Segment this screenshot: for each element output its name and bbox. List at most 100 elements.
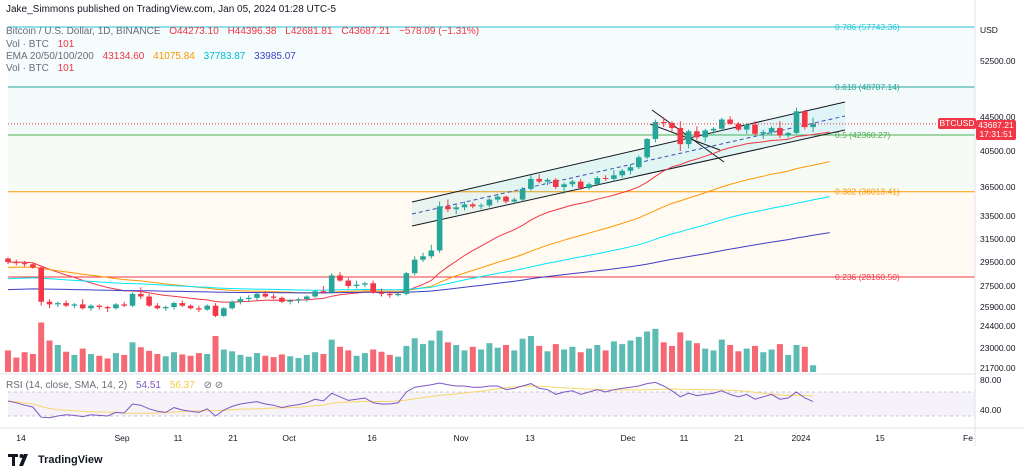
candle-body bbox=[694, 131, 700, 138]
volume-bar bbox=[752, 345, 758, 372]
price-axis-label: 33500.00 bbox=[980, 211, 1016, 221]
volume-bar bbox=[29, 354, 36, 372]
ema100-value: 37783.87 bbox=[203, 51, 246, 62]
current-price-tag: BTCUSD bbox=[938, 118, 976, 129]
rsi-line bbox=[7, 381, 814, 419]
candle-body bbox=[752, 124, 758, 134]
volume-bar bbox=[54, 345, 61, 372]
volume-bar bbox=[793, 345, 800, 372]
ema100-line bbox=[7, 196, 830, 291]
candle-body bbox=[55, 303, 61, 305]
candle-body bbox=[719, 119, 725, 129]
publisher-line: Jake_Simmons published on TradingView.co… bbox=[6, 4, 342, 15]
candle-body bbox=[320, 291, 327, 293]
candle-body bbox=[470, 204, 476, 207]
price-axis[interactable]: 52500.00 44500.00 40500.00 36500.00 33500.00… bbox=[974, 0, 1016, 446]
volume-bar bbox=[337, 346, 343, 372]
rsi-band bbox=[8, 392, 975, 416]
candle-body bbox=[378, 292, 385, 294]
candle-body bbox=[345, 280, 352, 286]
volume-bar bbox=[760, 352, 767, 372]
price-axis-label: 36500.00 bbox=[980, 182, 1016, 192]
time-axis-label: 14 bbox=[16, 433, 26, 443]
candle-body bbox=[171, 303, 177, 307]
ohlc-high: H44396.38 bbox=[227, 26, 277, 37]
tradingview-logo-icon[interactable] bbox=[8, 453, 34, 467]
vol-label: Vol · BTC bbox=[6, 39, 49, 50]
volume-bar bbox=[710, 350, 717, 372]
volume-bar bbox=[129, 342, 136, 372]
price-value: 43687.21 bbox=[978, 120, 1014, 130]
price-axis-label: 24400.00 bbox=[980, 321, 1016, 331]
ema20-line bbox=[7, 131, 830, 303]
rsi-visibility-icons[interactable]: ⊘ ⊘ bbox=[203, 380, 224, 391]
candle-body bbox=[735, 123, 742, 130]
time-axis-label: 2024 bbox=[792, 433, 811, 443]
price-axis-label: 29500.00 bbox=[980, 257, 1016, 267]
volume-bar bbox=[486, 343, 493, 372]
volume-bar bbox=[594, 345, 601, 372]
time-axis[interactable]: 14 Sep 11 21 Oct 16 Nov 13 Dec 11 21 2024 15 Fe bbox=[0, 427, 1024, 443]
candle-body bbox=[652, 122, 659, 139]
volume-bar bbox=[195, 353, 202, 372]
candle-body bbox=[295, 299, 302, 301]
volume-bar bbox=[187, 355, 194, 372]
vol-legend-1[interactable]: Vol · BTC 101 bbox=[6, 39, 80, 50]
volume-bar bbox=[685, 340, 692, 372]
candle-body bbox=[229, 301, 235, 309]
candle-body bbox=[743, 124, 750, 130]
rsi-label: RSI (14, close, SMA, 14, 2) bbox=[6, 380, 128, 391]
ema200-value: 33985.07 bbox=[254, 51, 296, 62]
volume-bar bbox=[702, 348, 709, 372]
vol-legend-2[interactable]: Vol · BTC 101 bbox=[6, 63, 80, 74]
candle-body bbox=[768, 127, 775, 133]
ema-legend[interactable]: EMA 20/50/100/200 43134.60 41075.84 3778… bbox=[6, 51, 302, 62]
volume-bar bbox=[602, 350, 609, 372]
ohlc-close: C43687.21 bbox=[341, 26, 391, 37]
volume-bar bbox=[121, 354, 128, 372]
candle-body bbox=[403, 273, 410, 294]
price-countdown: 17:31:51 bbox=[979, 129, 1013, 139]
volume-bars bbox=[5, 322, 817, 372]
candle-body bbox=[270, 296, 277, 298]
time-axis-label: 15 bbox=[875, 433, 885, 443]
candle-body bbox=[353, 284, 360, 286]
volume-bar bbox=[79, 348, 86, 372]
volume-bar bbox=[378, 351, 385, 372]
volume-bar bbox=[660, 342, 667, 372]
volume-bar bbox=[63, 351, 70, 372]
volume-bar bbox=[776, 344, 783, 372]
volume-bar bbox=[801, 346, 808, 372]
candle-body bbox=[793, 111, 800, 133]
volume-bar bbox=[395, 356, 402, 372]
ema-label: EMA 20/50/100/200 bbox=[6, 51, 94, 62]
rsi-legend[interactable]: RSI (14, close, SMA, 14, 2) 54.51 56.37 … bbox=[6, 380, 229, 391]
footer-brand[interactable]: TradingView bbox=[38, 454, 103, 466]
candle-body bbox=[494, 196, 501, 200]
candle-body bbox=[38, 267, 44, 302]
candle-body bbox=[461, 204, 468, 208]
candle-body bbox=[802, 111, 808, 128]
candle-body bbox=[13, 262, 20, 264]
candle-body bbox=[636, 157, 642, 168]
candle-body bbox=[727, 119, 733, 124]
rsi-ma-value: 56.37 bbox=[169, 380, 195, 391]
volume-bar bbox=[544, 351, 551, 372]
symbol-title[interactable]: Bitcoin / U.S. Dollar, 1D, BINANCE bbox=[6, 26, 161, 37]
candle-body bbox=[511, 199, 518, 202]
publisher-text: Jake_Simmons published on TradingView.co… bbox=[6, 4, 337, 15]
candle-body bbox=[154, 305, 161, 309]
volume-bar bbox=[810, 365, 817, 372]
volume-bar bbox=[652, 328, 659, 372]
candlesticks bbox=[5, 107, 975, 318]
candle-body bbox=[677, 127, 684, 145]
fib-label: 0.236 (28160.50) bbox=[835, 272, 900, 282]
volume-bar bbox=[320, 354, 327, 372]
volume-bar bbox=[494, 347, 501, 372]
ohlc-low: L42681.81 bbox=[285, 26, 333, 37]
candle-body bbox=[594, 178, 601, 185]
volume-bar bbox=[619, 344, 626, 372]
volume-bar bbox=[428, 340, 435, 372]
